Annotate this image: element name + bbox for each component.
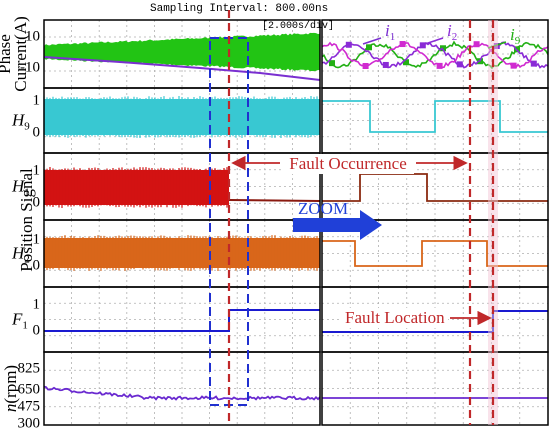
speed-left bbox=[43, 385, 321, 401]
current-marker bbox=[399, 41, 406, 48]
y-tick-label: 650 bbox=[18, 381, 41, 397]
y-tick-label: 0 bbox=[33, 257, 41, 273]
label-bg bbox=[340, 308, 448, 328]
current-marker bbox=[362, 62, 369, 69]
current-marker bbox=[456, 61, 463, 68]
panel-frame bbox=[321, 351, 549, 426]
row-symbol: H bbox=[11, 244, 26, 263]
row-label: H1 bbox=[11, 177, 30, 199]
current-marker bbox=[530, 60, 537, 67]
square-wave bbox=[322, 100, 548, 133]
current-symbol: i bbox=[447, 21, 452, 40]
axis-title: Current(A) bbox=[11, 16, 30, 92]
row-label: H2 bbox=[11, 244, 30, 266]
current-marker bbox=[366, 44, 372, 51]
square-wave bbox=[322, 240, 548, 267]
y-tick-label: 10 bbox=[25, 28, 40, 44]
panel-frame bbox=[43, 351, 321, 426]
phase-current-envelope bbox=[43, 56, 321, 81]
y-tick-label: -10 bbox=[20, 59, 40, 75]
y-tick-label: 825 bbox=[18, 360, 41, 376]
current-marker bbox=[345, 41, 352, 48]
current-marker bbox=[419, 42, 426, 49]
current-marker bbox=[382, 61, 389, 68]
row-label: H9 bbox=[11, 111, 30, 133]
row-sub: 2 bbox=[24, 254, 30, 266]
sampling-interval: Sampling Interval: 800.00ns bbox=[150, 3, 328, 15]
current-arrow bbox=[362, 37, 382, 45]
y-tick-label: 475 bbox=[18, 398, 41, 414]
row-symbol: H bbox=[11, 177, 26, 196]
row-label: n(rpm) bbox=[1, 365, 20, 412]
current-label: i1 bbox=[385, 21, 395, 43]
current-arrow bbox=[424, 37, 444, 45]
current-label: i9 bbox=[510, 25, 521, 47]
current-wave bbox=[321, 41, 549, 69]
current-marker bbox=[329, 60, 335, 67]
row-symbol: F bbox=[11, 310, 23, 329]
row-symbol: n bbox=[1, 404, 20, 413]
current-sub: 9 bbox=[515, 35, 521, 47]
f1-left bbox=[44, 309, 320, 332]
current-sub: 1 bbox=[390, 31, 396, 43]
current-marker bbox=[473, 41, 480, 48]
fault-location: Fault Location bbox=[345, 308, 445, 327]
h1-after bbox=[228, 199, 321, 202]
current-symbol: i bbox=[385, 21, 390, 40]
row-label: F1 bbox=[11, 310, 28, 332]
row-sub: 1 bbox=[22, 320, 28, 332]
current-marker bbox=[440, 45, 446, 52]
zoom-arrow bbox=[293, 210, 382, 240]
row-sub: 1 bbox=[24, 187, 30, 199]
y-tick-label: 0 bbox=[33, 322, 41, 338]
axis-title: Position Signal bbox=[17, 168, 36, 272]
current-marker bbox=[403, 59, 409, 66]
current-wave bbox=[321, 41, 549, 69]
axis-title: Phase bbox=[0, 34, 14, 74]
zoom-label: ZOOM bbox=[298, 199, 348, 218]
y-tick-label: 0 bbox=[33, 194, 41, 210]
phase-current-band bbox=[44, 32, 320, 72]
current-marker bbox=[436, 62, 443, 69]
row-sub: 9 bbox=[24, 121, 30, 133]
timebase: [2.000s/div] bbox=[262, 20, 334, 32]
fault-occurrence: Fault Occurrence bbox=[289, 154, 407, 173]
y-tick-label: 1 bbox=[33, 92, 41, 108]
y-tick-label: 1 bbox=[33, 231, 41, 247]
row-symbol: H bbox=[11, 111, 26, 130]
current-symbol: i bbox=[510, 25, 515, 44]
y-tick-label: 1 bbox=[33, 162, 41, 178]
row-unit: (rpm) bbox=[1, 365, 20, 404]
current-wave bbox=[321, 40, 549, 70]
current-sub: 2 bbox=[452, 31, 458, 43]
label-bg bbox=[282, 154, 414, 174]
y-tick-label: 0 bbox=[33, 124, 41, 140]
current-label: i2 bbox=[447, 21, 457, 43]
current-marker bbox=[510, 62, 517, 69]
y-tick-label: 1 bbox=[33, 296, 41, 312]
y-tick-label: 300 bbox=[18, 415, 41, 431]
